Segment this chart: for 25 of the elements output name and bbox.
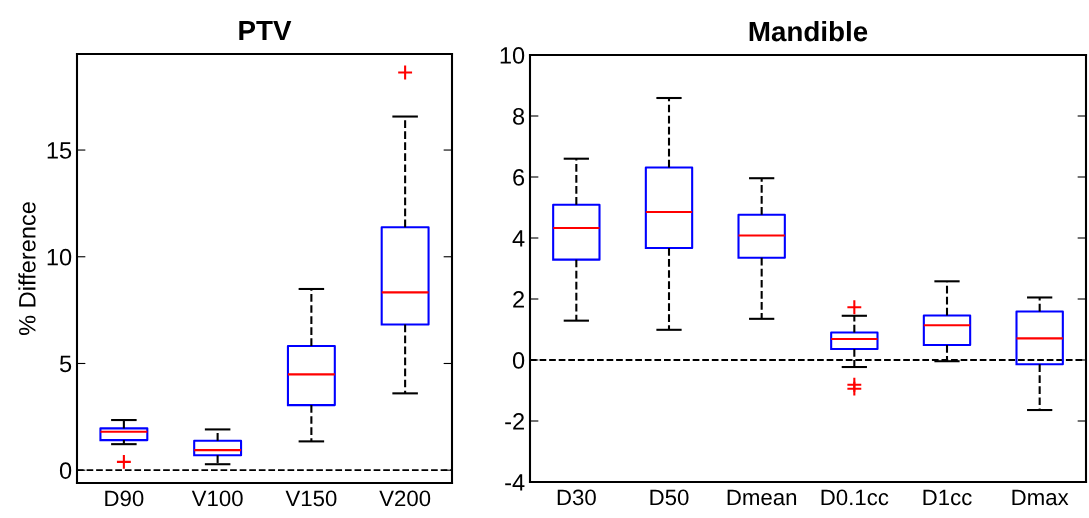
y-tick-label: -4: [505, 474, 525, 491]
x-tick-label: V150: [285, 490, 337, 507]
y-tick-label: 2: [513, 291, 524, 308]
y-tick-label: 5: [59, 355, 72, 373]
y-tick-label: 0: [59, 462, 72, 479]
y-tick-label: 10: [47, 248, 72, 266]
x-tick-label: V100: [191, 490, 243, 507]
y-tick-label: 10: [500, 47, 525, 64]
x-tick-label: Dmean: [727, 489, 797, 506]
y-tick-label: 4: [512, 230, 525, 247]
x-tick-label: D1cc: [923, 489, 972, 506]
y-axis-title: % Difference: [18, 202, 36, 336]
chart-title: PTV: [239, 21, 292, 41]
x-tick-label: D50: [650, 489, 689, 506]
x-tick-label: D0.1cc: [821, 489, 889, 506]
x-tick-label: Dmax: [1012, 489, 1069, 506]
y-tick-label: 0: [512, 352, 525, 369]
y-tick-label: 8: [513, 108, 525, 125]
x-tick-label: D90: [105, 490, 144, 507]
x-tick-label: V200: [379, 490, 431, 507]
y-tick-label: 15: [47, 142, 72, 159]
x-tick-label: D30: [557, 489, 596, 506]
y-tick-label: -2: [505, 413, 524, 430]
y-tick-label: 6: [513, 169, 525, 186]
chart-title: Mandible: [749, 20, 868, 42]
